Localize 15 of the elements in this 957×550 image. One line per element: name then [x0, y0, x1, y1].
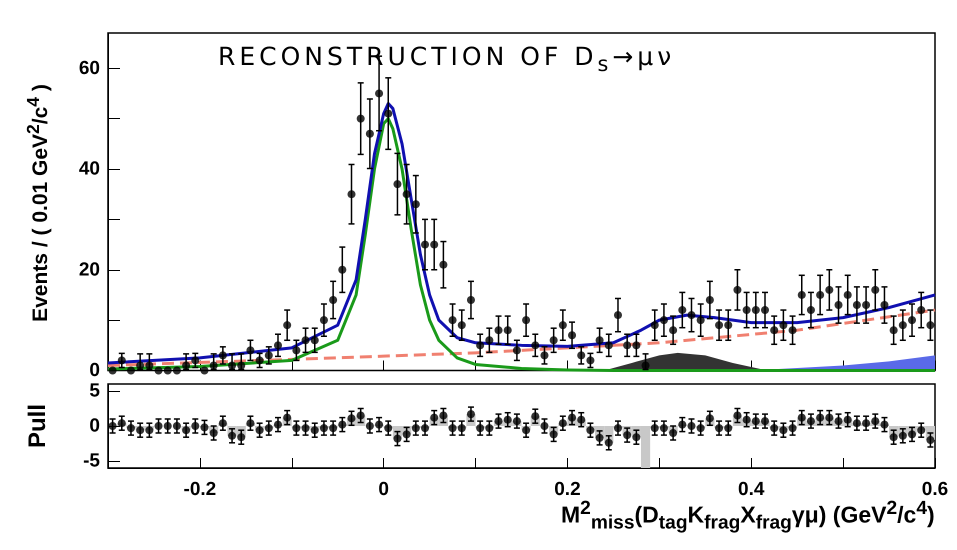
x-tick-label: -0.2: [184, 479, 216, 500]
y-tick-label: 60: [78, 58, 100, 79]
y-axis-title: Pull: [24, 404, 52, 448]
x-tick-label: 0.6: [922, 479, 948, 500]
x-tick-label: 0.4: [738, 479, 765, 500]
y-tick-label: 5: [89, 380, 100, 402]
text: RECONSTRUCTION OF D$_{s}$→μν: [218, 42, 676, 76]
x-tick-label: 0.2: [554, 479, 581, 500]
y-tick-label: 0: [89, 416, 100, 436]
y-tick-label: 0: [89, 360, 100, 381]
x-tick-label: 0: [378, 479, 389, 500]
y-tick-label: 20: [78, 259, 100, 280]
y-tick-label: -5: [83, 450, 100, 472]
y-tick-label: 40: [78, 158, 100, 180]
text: M$^{2}$$_{miss}$(D$_{tag}$K$_{frag}$X$_{frag}$γμ) (GeV$^{2}$/c$^{4}$): [561, 498, 935, 534]
